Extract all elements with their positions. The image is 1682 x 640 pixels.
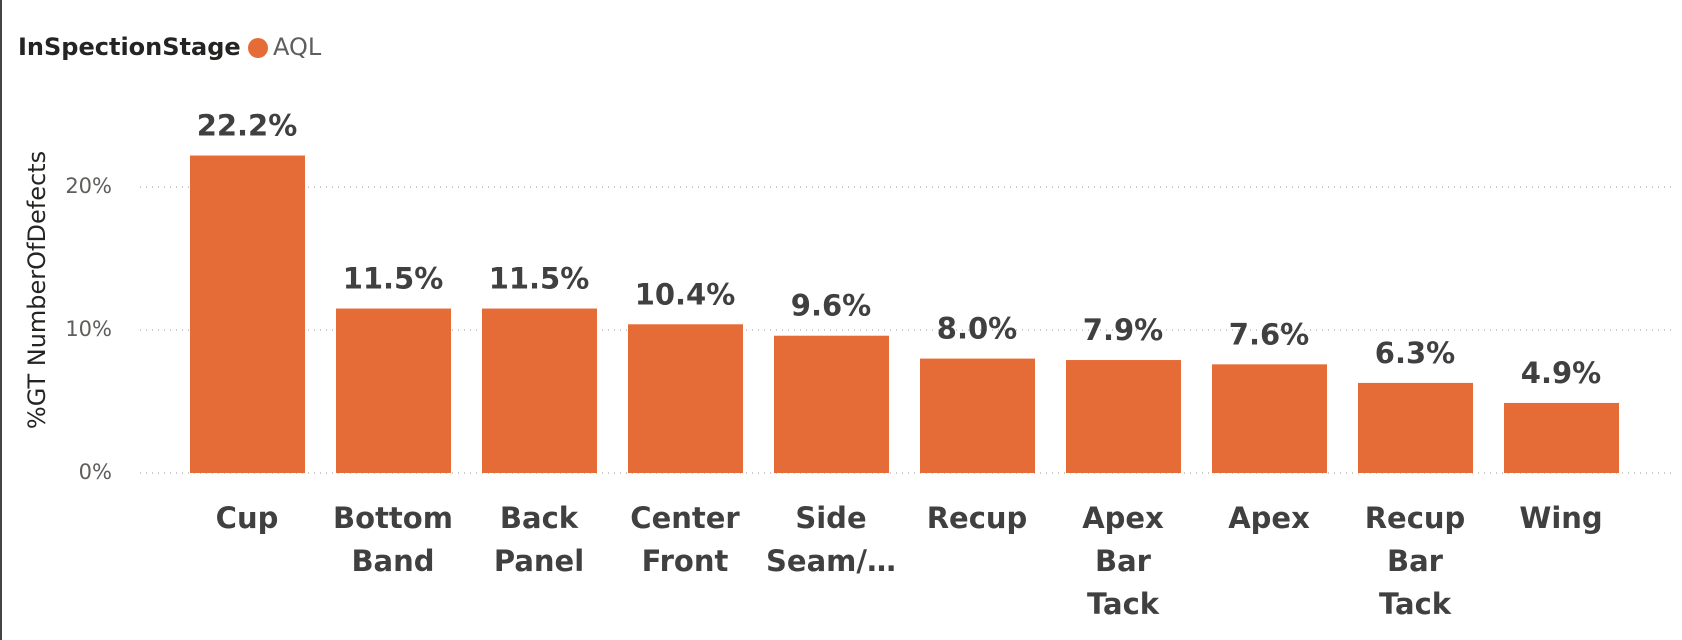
data-label: 7.6% xyxy=(1229,317,1309,351)
bar xyxy=(1212,364,1327,473)
data-label: 22.2% xyxy=(197,109,298,143)
y-tick-label: 10% xyxy=(65,317,112,341)
x-tick-label: Apex xyxy=(1228,501,1310,535)
y-tick-label: 20% xyxy=(65,174,112,198)
x-tick-label: Side Seam/… xyxy=(766,501,896,578)
data-label: 11.5% xyxy=(343,262,444,296)
bar xyxy=(1358,382,1473,473)
data-label: 4.9% xyxy=(1521,356,1601,390)
bar xyxy=(482,308,597,473)
bar xyxy=(920,358,1035,473)
x-tick-label: Back Panel xyxy=(494,501,584,578)
legend-label: AQL xyxy=(273,33,322,61)
y-axis-label: %GT NumberOfDefects xyxy=(23,151,51,429)
x-tick-label: Center Front xyxy=(630,501,740,578)
bar xyxy=(628,324,743,473)
bar xyxy=(1066,360,1181,473)
data-label: 11.5% xyxy=(489,262,590,296)
x-tick-label: Recup Bar Tack xyxy=(1365,501,1466,621)
x-tick-label: Bottom Band xyxy=(333,501,453,578)
bar xyxy=(1504,402,1619,473)
data-label: 8.0% xyxy=(937,312,1017,346)
legend-swatch xyxy=(248,38,268,58)
data-label: 7.9% xyxy=(1083,313,1163,347)
bar xyxy=(190,155,305,474)
data-label: 9.6% xyxy=(791,289,871,323)
legend-title: InSpectionStage xyxy=(18,33,241,61)
bar xyxy=(774,335,889,473)
x-tick-label: Apex Bar Tack xyxy=(1082,501,1164,621)
x-tick-label: Recup xyxy=(927,501,1028,535)
y-tick-label: 0% xyxy=(79,460,112,484)
data-label: 10.4% xyxy=(635,277,736,311)
data-label: 6.3% xyxy=(1375,336,1455,370)
x-tick-label: Wing xyxy=(1519,501,1602,535)
bar xyxy=(336,308,451,473)
x-tick-label: Cup xyxy=(216,501,279,535)
